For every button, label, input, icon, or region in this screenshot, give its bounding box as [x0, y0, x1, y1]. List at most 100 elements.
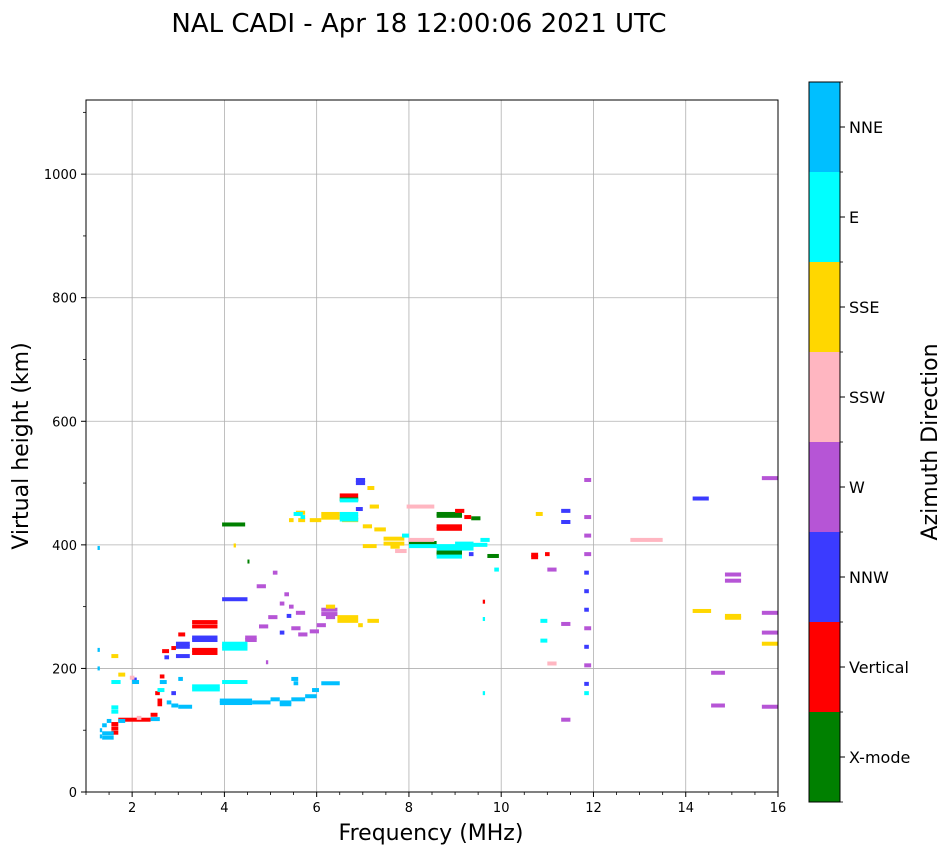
echo-e [455, 541, 474, 546]
colorbar-segment-nne [809, 82, 840, 172]
echo-vertical [436, 524, 462, 529]
colorbar-tick-label: NNE [849, 118, 883, 137]
echo-vertical [159, 674, 165, 679]
echo-nne [219, 701, 253, 706]
echo-nne [219, 698, 253, 703]
echo-e [402, 533, 409, 538]
x-tick-label: 6 [313, 801, 321, 816]
echo-w [561, 717, 571, 722]
echo-e [222, 644, 248, 649]
echo-e [222, 680, 248, 685]
echo-e [436, 544, 474, 549]
echo-nnw [468, 552, 474, 557]
echo-nnw [584, 570, 589, 575]
echo-x-mode [222, 522, 246, 527]
echo-w [584, 477, 592, 482]
echo-sse [383, 536, 405, 541]
echo-sse [535, 511, 543, 516]
echo-vertical [464, 515, 472, 520]
echo-w [724, 578, 742, 583]
echo-ssw [547, 661, 557, 666]
y-tick-label: 1000 [44, 168, 77, 183]
colorbar-tick-label: X-mode [849, 748, 910, 767]
echo-x-mode [471, 516, 481, 521]
echo-e [339, 511, 359, 516]
echo-w [711, 703, 725, 708]
echo-sse [118, 672, 126, 677]
echo-nne [97, 647, 100, 652]
echo-ssw [408, 537, 435, 542]
echo-ssw [406, 504, 435, 509]
echo-w [584, 626, 592, 631]
azimuth-colorbar: X-mode Vertical NNW W SSW SSE E NNE [808, 81, 910, 803]
echo-e [111, 680, 121, 685]
colorbar-segment-sse [809, 262, 840, 352]
echo-sse [321, 515, 340, 520]
echo-w [724, 572, 742, 577]
echo-nnw [279, 630, 285, 635]
echo-w [316, 623, 326, 628]
echo-w [298, 632, 308, 637]
echo-e [473, 542, 488, 547]
echo-w [584, 663, 592, 668]
colorbar-segment-nnw [809, 532, 840, 622]
echo-nnw [192, 635, 218, 640]
echo-x-mode [487, 553, 499, 558]
echo-sse [309, 518, 322, 523]
echo-w [761, 610, 778, 615]
echo-nnw [584, 607, 589, 612]
echo-nnw [175, 641, 190, 646]
echo-nne [270, 697, 280, 702]
echo-nnw [584, 644, 589, 649]
echo-nne [118, 718, 126, 723]
echo-ssw [395, 549, 407, 554]
echo-e [540, 638, 548, 643]
echo-w [295, 610, 306, 615]
echo-nne [150, 717, 160, 722]
echo-w [245, 635, 257, 640]
x-tick-label: 4 [220, 801, 228, 816]
echo-e [300, 515, 306, 520]
echo-e [222, 646, 248, 651]
echo-nne [305, 694, 317, 699]
echo-e [494, 567, 499, 572]
colorbar-segment-w [809, 442, 840, 532]
echo-sse [362, 524, 373, 529]
colorbar-segment-e [809, 172, 840, 262]
echo-e [293, 511, 303, 516]
echo-e [192, 687, 220, 692]
echo-w [761, 630, 778, 635]
y-tick-label: 400 [52, 539, 77, 554]
echo-nne [171, 703, 179, 708]
x-axis-label: Frequency (MHz) [339, 821, 524, 846]
colorbar-frame [808, 81, 841, 803]
echo-nne [102, 735, 114, 740]
echo-w [268, 615, 278, 620]
echo-w [272, 570, 278, 575]
echo-nne [106, 718, 112, 723]
echo-nne [291, 697, 306, 702]
echo-sse [724, 615, 742, 620]
colorbar-label: Azimuth Direction [918, 343, 943, 540]
echo-vertical [157, 702, 163, 707]
echo-e [482, 617, 486, 621]
echo-nnw [561, 519, 571, 524]
echo-sse [761, 641, 778, 646]
data-marks [97, 476, 778, 740]
chart-title: NAL CADI - Apr 18 12:00:06 2021 UTC [171, 9, 666, 39]
colorbar-segment-ssw [809, 352, 840, 442]
echo-nnw [286, 613, 292, 618]
echo-nne [132, 680, 140, 685]
echo-w [259, 624, 269, 629]
echo-w [279, 601, 285, 606]
echo-nnw [355, 481, 366, 486]
echo-w [711, 670, 725, 675]
echo-nnw [222, 597, 248, 602]
echo-nnw [132, 677, 137, 682]
echo-vertical [192, 650, 218, 655]
echo-nne [97, 545, 100, 550]
x-tick-label: 16 [770, 801, 787, 816]
echo-w [584, 515, 592, 520]
echo-nnw [584, 681, 589, 686]
